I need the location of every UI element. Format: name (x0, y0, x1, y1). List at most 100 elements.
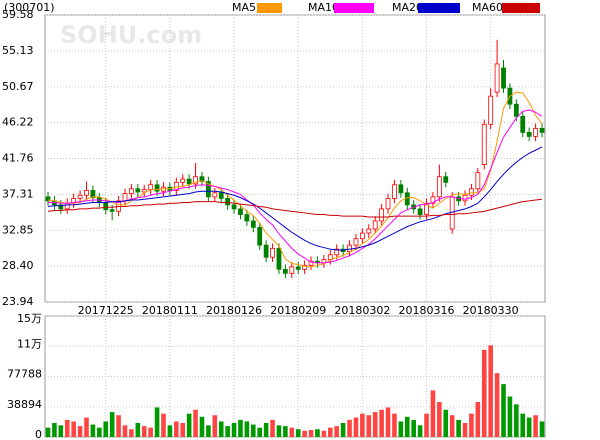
volume-bar (135, 423, 141, 437)
candle-body (282, 268, 288, 274)
volume-bar (218, 421, 224, 437)
candle-body (64, 202, 70, 210)
volume-bar (90, 424, 96, 437)
volume-bar (212, 415, 218, 437)
volume-bar (270, 419, 275, 437)
candle-body (501, 67, 506, 89)
volume-bar (161, 413, 166, 437)
volume-bar (411, 419, 416, 437)
volume-bar (180, 423, 186, 437)
legend-swatch (502, 3, 540, 13)
volume-bar (84, 417, 89, 437)
volume-bar (507, 396, 513, 437)
volume-bar (430, 390, 436, 437)
candle-body (481, 123, 487, 166)
volume-bar (321, 430, 327, 437)
candle-body (135, 188, 141, 193)
x-tick-label: 20180111 (142, 304, 198, 317)
legend-label: MA5 (232, 1, 256, 14)
volume-bar (283, 426, 288, 437)
candle-body (270, 247, 275, 258)
volume-bar (97, 427, 102, 437)
volume-bar (315, 429, 320, 437)
y-tick-label: 23.94 (2, 295, 34, 308)
y2-tick-label: 77788 (7, 368, 42, 381)
candle-body (488, 95, 494, 125)
volume-bar (64, 419, 70, 437)
volume-bar (141, 426, 147, 437)
candle-body (443, 176, 449, 183)
volume-bar (148, 427, 153, 437)
legend-label: MA20 (392, 1, 423, 14)
candle-body (225, 198, 231, 206)
volume-bar (443, 409, 449, 437)
volume-bar (71, 421, 76, 437)
volume-bar (398, 421, 404, 437)
volume-bar (167, 425, 173, 437)
y-tick-label: 37.31 (2, 187, 34, 200)
candle-body (475, 172, 481, 190)
volume-bar (392, 413, 397, 437)
candle-body (129, 188, 134, 195)
candle-body (359, 232, 365, 240)
legend-swatch (334, 3, 374, 13)
volume-bar (122, 425, 128, 437)
volume-bar (186, 413, 192, 437)
candle-body (469, 188, 474, 196)
candle-body (238, 208, 243, 215)
candle-body (347, 244, 352, 252)
volume-bar (385, 407, 391, 437)
candle-body (513, 103, 519, 117)
candle-body (526, 132, 532, 137)
ma-line (47, 146, 543, 251)
candle-body (436, 176, 442, 198)
volume-bar (539, 421, 545, 437)
y2-tick-label: 15万 (17, 312, 42, 325)
y-tick-label: 50.67 (2, 80, 34, 93)
y2-tick-label: 11万 (17, 337, 42, 350)
legend-swatch (418, 3, 460, 13)
volume-bar (475, 402, 481, 437)
volume-bar (327, 427, 333, 437)
volume-bar (417, 425, 423, 437)
volume-bar (154, 407, 160, 437)
x-tick-label: 20180330 (463, 304, 519, 317)
candle-body (539, 127, 545, 133)
candle-body (385, 198, 391, 210)
volume-bar (231, 423, 237, 437)
candle-body (77, 194, 83, 199)
y-tick-label: 28.40 (2, 259, 34, 272)
volume-bar (276, 425, 282, 437)
volume-bar (109, 412, 115, 437)
candle-body (327, 254, 333, 261)
candle-body (193, 176, 198, 185)
candle-body (392, 184, 397, 199)
candle-body (212, 192, 218, 198)
legend-label: MA60 (472, 1, 503, 14)
volume-bar (193, 409, 198, 437)
volume-bar (334, 426, 340, 437)
volume-bar (462, 423, 468, 437)
candle-body (302, 264, 308, 270)
candle-body (289, 266, 295, 274)
candle-body (417, 208, 423, 215)
y-tick-label: 46.22 (2, 116, 34, 129)
y2-tick-label: 0 (35, 428, 42, 440)
volume-bar (103, 421, 109, 437)
volume-bar (45, 427, 51, 437)
volume-bar (244, 421, 250, 437)
candle-body (430, 196, 436, 204)
watermark: SOHU.com (60, 21, 202, 49)
candle-body (109, 209, 115, 212)
volume-bar (449, 415, 455, 437)
volume-bar (295, 429, 301, 437)
volume-bar (129, 429, 134, 437)
volume-bar (263, 423, 269, 437)
candle-body (257, 227, 263, 246)
y-tick-label: 59.58 (2, 8, 34, 21)
candle-body (424, 202, 429, 215)
x-tick-label: 20180302 (334, 304, 390, 317)
candle-body (173, 181, 179, 191)
candle-body (244, 214, 250, 222)
